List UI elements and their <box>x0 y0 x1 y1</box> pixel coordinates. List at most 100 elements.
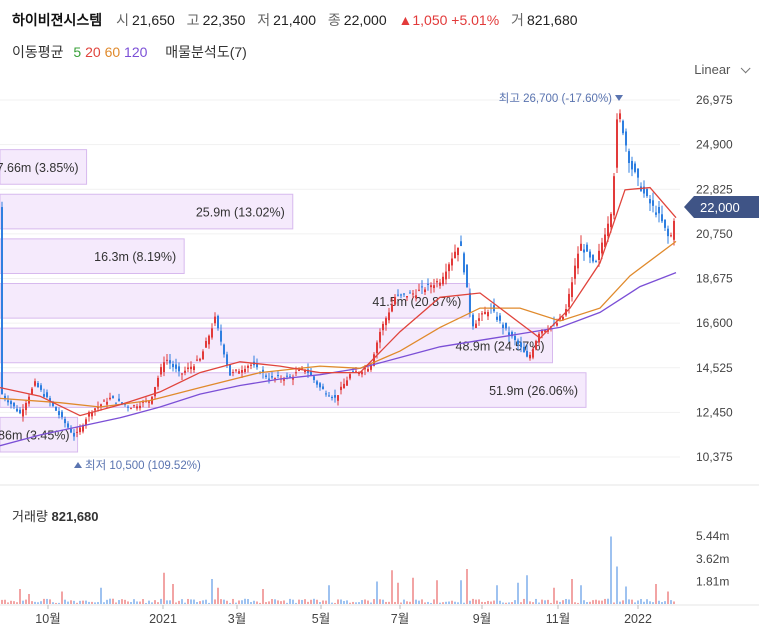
candle-body <box>166 359 168 361</box>
candle-body <box>130 408 132 410</box>
volume-bar <box>511 602 513 604</box>
volume-bar <box>520 602 522 604</box>
volume-bar <box>622 600 624 604</box>
volume-profile-bar <box>0 193 294 230</box>
volume-bar <box>19 589 21 604</box>
volume-bar <box>340 599 342 604</box>
candle-body <box>412 293 414 295</box>
candle-body <box>82 425 84 432</box>
volume-bar <box>616 566 618 604</box>
volume-bar <box>481 601 483 604</box>
volume-bar <box>529 601 531 604</box>
candle-body <box>451 258 453 266</box>
candle-body <box>403 293 405 295</box>
scale-label: Linear <box>694 62 731 77</box>
scale-toggle-button[interactable]: Linear <box>694 62 751 77</box>
volume-bar <box>454 601 456 604</box>
volume-profile-bar <box>0 149 88 185</box>
volume-bar <box>172 584 174 604</box>
ma60-toggle[interactable]: 60 <box>104 44 121 60</box>
ma120-toggle[interactable]: 120 <box>124 44 148 60</box>
candle-body <box>625 131 627 146</box>
volume-bar <box>319 602 321 604</box>
volume-bar <box>652 602 654 604</box>
volume-profile: 6.86m (3.45%)51.9m (26.06%)48.9m (24.57%… <box>0 149 587 453</box>
volume-bar <box>448 601 450 604</box>
volume-bar <box>253 600 255 604</box>
volume-bar <box>508 602 510 604</box>
candle-body <box>313 376 315 381</box>
candle-body <box>373 354 375 366</box>
volume-bar <box>181 599 183 604</box>
volume-bar <box>259 602 261 604</box>
candle-body <box>433 285 435 289</box>
volume-bar <box>430 602 432 604</box>
volume-bar <box>271 599 273 604</box>
candle-body <box>478 318 480 321</box>
candle-body <box>70 428 72 433</box>
candle-body <box>271 376 273 378</box>
volume-bar <box>382 599 384 604</box>
y-tick-label: 22,825 <box>696 182 733 196</box>
candle-body <box>109 397 111 400</box>
volume-bars <box>1 536 675 604</box>
candle-body <box>94 408 96 411</box>
ma20-toggle[interactable]: 20 <box>85 44 101 60</box>
candle-body <box>574 265 576 279</box>
volume-bar <box>541 599 543 604</box>
volume-bar <box>310 599 312 604</box>
candle-body <box>52 401 54 406</box>
volume-bar <box>358 602 360 604</box>
low-value: 21,400 <box>273 12 316 28</box>
candle-body <box>172 363 174 368</box>
candle-body <box>541 329 543 334</box>
candle-body <box>508 332 510 336</box>
min-price-annotation: 최저 10,500 (109.52%) <box>85 459 201 472</box>
candle-body <box>505 322 507 329</box>
volume-bar <box>22 600 24 604</box>
volume-bar <box>115 602 117 604</box>
volume-profile-toggle[interactable]: 매물분석도(7) <box>165 44 247 60</box>
volume-bar <box>343 600 345 604</box>
volume-bar <box>55 602 57 604</box>
volume-bar <box>250 602 252 604</box>
candle-body <box>595 260 597 262</box>
volume-bar <box>631 599 633 604</box>
volume-bar <box>274 599 276 604</box>
candle-body <box>646 189 648 197</box>
candle-body <box>256 363 258 368</box>
candle-body <box>241 370 243 373</box>
candle-body <box>514 335 516 341</box>
volume-bar <box>628 599 630 604</box>
volume-bar <box>1 599 3 604</box>
ma-label[interactable]: 이동평균 <box>12 44 64 60</box>
volume-bar <box>295 602 297 604</box>
candle-body <box>169 360 171 364</box>
candle-body <box>652 200 654 206</box>
candle-body <box>472 314 474 327</box>
x-tick-label: 2022 <box>624 612 652 626</box>
candle-body <box>487 312 489 317</box>
x-tick-label: 11월 <box>546 612 570 626</box>
volume-bar <box>4 599 6 604</box>
volume-bar <box>292 599 294 604</box>
close-label: 종 <box>327 12 341 28</box>
candle-body <box>427 283 429 285</box>
volume-bar <box>361 600 363 604</box>
volume-bar <box>553 587 555 604</box>
volume-axis: 5.44m 3.62m 1.81m <box>696 529 729 588</box>
current-price-tag <box>684 195 759 218</box>
high-label: 고 <box>186 12 200 28</box>
volume-bar <box>538 602 540 604</box>
volume-profile-label: 7.66m (3.85%) <box>0 161 79 175</box>
volume-bar <box>445 601 447 604</box>
ma5-toggle[interactable]: 5 <box>73 44 82 60</box>
candle-body <box>364 368 366 370</box>
volume-bar <box>157 602 159 604</box>
candle-body <box>58 411 60 416</box>
candle-body <box>424 289 426 293</box>
volume-bar <box>163 572 165 604</box>
volume-bar <box>475 599 477 604</box>
candle-body <box>469 292 471 313</box>
